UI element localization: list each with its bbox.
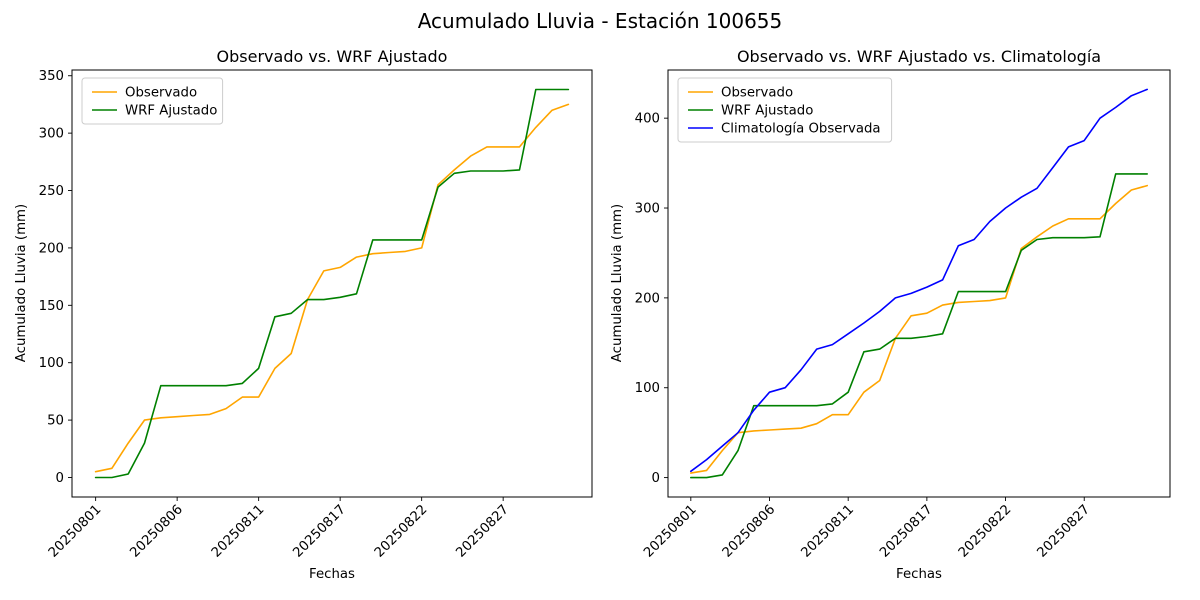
y-tick-label: 350 bbox=[39, 69, 64, 84]
x-tick-label: 20250811 bbox=[209, 502, 267, 560]
x-tick-label: 20250806 bbox=[720, 502, 778, 560]
axes-frame bbox=[667, 69, 1171, 498]
x-tick-label: 20250801 bbox=[641, 502, 699, 560]
y-tick-label: 200 bbox=[39, 241, 64, 256]
left-y-axis-label: Acumulado Lluvia (mm) bbox=[14, 204, 29, 362]
series-line-observado bbox=[94, 103, 570, 473]
y-tick-label: 150 bbox=[39, 299, 64, 314]
legend-label: Observado bbox=[721, 86, 793, 101]
right-subplot-title: Observado vs. WRF Ajustado vs. Climatolo… bbox=[737, 47, 1101, 66]
y-tick-label: 100 bbox=[39, 356, 64, 371]
x-tick-label: 20250817 bbox=[877, 502, 935, 560]
legend-box bbox=[81, 77, 224, 125]
x-tick-label: 20250817 bbox=[291, 502, 349, 560]
right-plot-area: 0 100 200 300 400 20250801 20250806 20250811 202… bbox=[635, 69, 1171, 561]
left-x-axis-label: Fechas bbox=[309, 567, 355, 582]
legend-label: Observado bbox=[125, 86, 197, 101]
left-subplot: Observado vs. WRF Ajustado Acumulado Llu… bbox=[14, 47, 593, 582]
y-tick-label: 300 bbox=[635, 202, 660, 217]
y-tick-label: 100 bbox=[635, 381, 660, 396]
right-subplot: Observado vs. WRF Ajustado vs. Climatolo… bbox=[610, 47, 1171, 582]
series-line-climatolog-a-observada bbox=[689, 88, 1148, 473]
x-tick-label: 20250801 bbox=[46, 502, 104, 560]
x-tick-label: 20250822 bbox=[956, 502, 1014, 560]
x-tick-label: 20250822 bbox=[372, 502, 430, 560]
y-tick-label: 50 bbox=[47, 414, 64, 429]
series-line-wrf-ajustado bbox=[94, 88, 570, 479]
x-tick-label: 20250827 bbox=[454, 502, 512, 560]
y-tick-label: 250 bbox=[39, 184, 64, 199]
figure-title: Acumulado Lluvia - Estación 100655 bbox=[418, 9, 783, 33]
left-subplot-title: Observado vs. WRF Ajustado bbox=[217, 47, 448, 66]
y-tick-label: 200 bbox=[635, 291, 660, 306]
series-line-wrf-ajustado bbox=[689, 173, 1148, 479]
left-plot-area: 0 50 100 150 200 250 300 350 20250801 20250806 202… bbox=[39, 69, 593, 561]
right-x-axis-label: Fechas bbox=[896, 567, 942, 582]
x-tick-label: 20250806 bbox=[128, 502, 186, 560]
x-tick-label: 20250811 bbox=[799, 502, 857, 560]
series-line-observado bbox=[689, 184, 1148, 474]
legend-label: Climatología Observada bbox=[721, 121, 881, 137]
y-tick-label: 0 bbox=[652, 471, 660, 486]
y-tick-label: 400 bbox=[635, 112, 660, 127]
legend-label: WRF Ajustado bbox=[125, 104, 217, 119]
y-tick-label: 300 bbox=[39, 127, 64, 142]
x-tick-label: 20250827 bbox=[1035, 502, 1093, 560]
axes-frame bbox=[71, 69, 593, 498]
legend-box bbox=[677, 77, 893, 143]
right-y-axis-label: Acumulado Lluvia (mm) bbox=[610, 204, 625, 362]
legend-label: WRF Ajustado bbox=[721, 104, 813, 119]
y-tick-label: 0 bbox=[56, 471, 64, 486]
